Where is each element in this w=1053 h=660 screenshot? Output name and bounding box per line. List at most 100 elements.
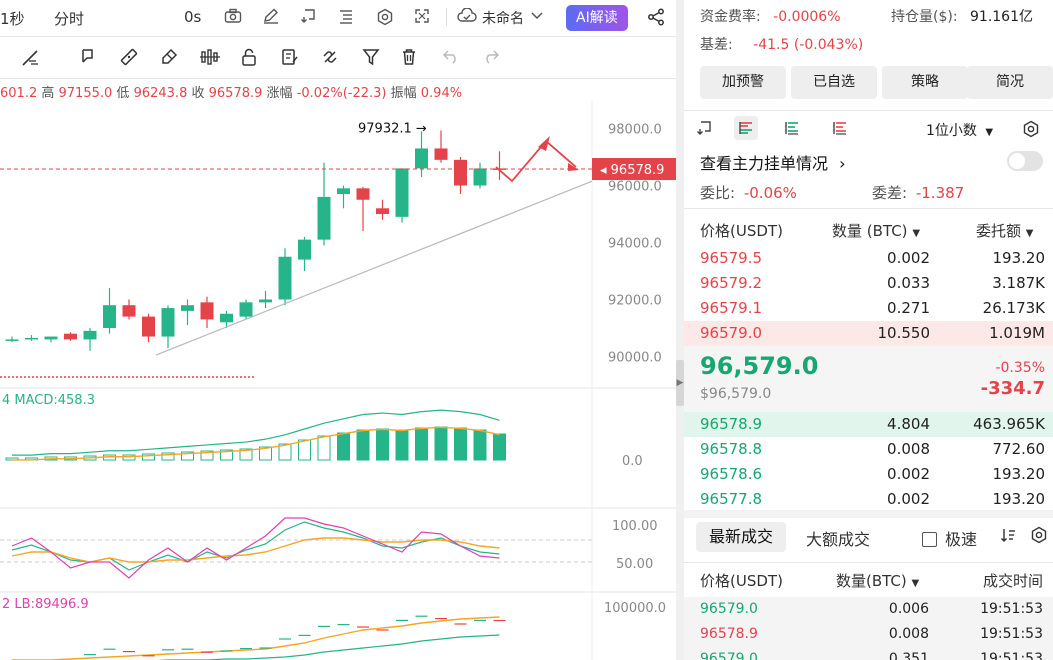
- funding-label: 资金费率:: [700, 9, 761, 25]
- ohlc-change-label: 涨幅: [266, 86, 293, 101]
- trade-time: 19:51:53: [980, 601, 1043, 617]
- orderbook-price: 96578.6: [700, 465, 763, 483]
- candle-body: [25, 337, 38, 340]
- orderbook-both-icon[interactable]: [734, 116, 758, 140]
- precision-select[interactable]: 1位小数 ▼: [926, 120, 993, 140]
- settings-icon[interactable]: [376, 8, 394, 30]
- orderbook-price: 96579.1: [700, 299, 763, 317]
- candle-body: [278, 256, 292, 300]
- redo-icon[interactable]: [482, 48, 500, 68]
- tab-latest-trades[interactable]: 最新成交: [696, 522, 786, 552]
- strategy-button[interactable]: 策略: [882, 66, 968, 99]
- orderbook-qty: 0.002: [887, 249, 930, 267]
- projection-arrowhead: [538, 136, 550, 152]
- orderbook-bids-icon[interactable]: [784, 120, 800, 140]
- depth-toggle[interactable]: [1007, 151, 1043, 171]
- filter-icon[interactable]: [362, 48, 380, 70]
- depth-link[interactable]: 查看主力挂单情况 ›: [700, 150, 1043, 174]
- share-icon[interactable]: [647, 8, 665, 30]
- add-alert-button[interactable]: 加预警: [700, 66, 786, 99]
- replay-icon[interactable]: [300, 8, 316, 28]
- chevron-down-icon[interactable]: [530, 8, 544, 26]
- note-edit-icon[interactable]: [281, 48, 299, 70]
- divider: [684, 562, 1053, 563]
- brush-tool-icon[interactable]: [160, 48, 178, 70]
- macd-axis-label: 0.0: [622, 454, 643, 469]
- orderbook-price: 96579.2: [700, 274, 763, 292]
- watchlist-button[interactable]: 已自选: [791, 66, 877, 99]
- layout-name[interactable]: 未命名: [482, 11, 524, 27]
- trade-col-time: 成交时间: [982, 572, 1043, 590]
- candle-body: [44, 336, 58, 340]
- orderbook-row[interactable]: 96579.5 0.002 193.20: [684, 246, 1053, 271]
- macd-bar: [493, 433, 506, 461]
- ratio-label: 委比:: [700, 184, 736, 202]
- ruler-tool-icon[interactable]: [120, 48, 138, 70]
- annotation-tool-icon[interactable]: [80, 48, 98, 70]
- macd-bar: [298, 439, 311, 461]
- orderbook-qty: 0.002: [887, 490, 930, 508]
- orderbook-total: 3.187K: [992, 274, 1045, 292]
- orderbook-total: 463.965K: [973, 415, 1045, 433]
- overview-button[interactable]: 简况: [967, 66, 1053, 99]
- basis-value: -41.5 (-0.043%): [753, 37, 864, 53]
- price-tick-label: 92000.0: [608, 294, 662, 309]
- edit-icon[interactable]: [262, 8, 280, 28]
- orderbook-row[interactable]: 96578.6 0.002 193.20: [684, 462, 1053, 487]
- orderbook-row[interactable]: 96577.8 0.002 193.20: [684, 487, 1053, 512]
- orderbook-row[interactable]: 96579.0 10.550 1.019M: [684, 321, 1053, 346]
- fullscreen-icon[interactable]: [414, 8, 430, 28]
- orderbook-row[interactable]: 96578.9 4.804 463.965K: [684, 412, 1053, 437]
- settings-icon[interactable]: [1022, 120, 1040, 142]
- orderbook-row[interactable]: 96579.2 0.033 3.187K: [684, 271, 1053, 296]
- orderbook-row[interactable]: 96579.1 0.271 26.173K: [684, 296, 1053, 321]
- fast-mode-toggle[interactable]: 极速: [922, 526, 977, 550]
- ohlc-amp: 0.94%: [420, 86, 463, 101]
- orderbook-asks-icon[interactable]: [832, 120, 848, 140]
- panel-splitter[interactable]: ▶: [676, 0, 684, 660]
- camera-icon[interactable]: [224, 8, 242, 28]
- settings-icon[interactable]: [1030, 526, 1048, 548]
- orderbook-total: 772.60: [992, 440, 1046, 458]
- trade-time: 19:51:53: [980, 626, 1043, 642]
- ohlc-low: 96243.8: [133, 86, 188, 101]
- macd-bar: [415, 427, 428, 461]
- interval-timeshare[interactable]: 分时: [54, 10, 85, 28]
- macd-bar: [239, 448, 253, 461]
- interval-1s[interactable]: 1秒: [0, 10, 25, 28]
- macd-bar: [473, 429, 487, 461]
- boll-mid-line: [156, 634, 500, 660]
- col-qty-header[interactable]: 数量 (BTC) ▼: [832, 220, 920, 241]
- sort-icon[interactable]: [1000, 527, 1016, 547]
- macd-bar: [317, 435, 331, 461]
- candlestick-chart[interactable]: 98000.0 96000.0 94000.0 92000.0 90000.0 ◂ 965…: [0, 100, 676, 660]
- macd-dea-line: [12, 426, 500, 461]
- tab-large-trades[interactable]: 大额成交: [806, 530, 871, 549]
- return-icon[interactable]: [696, 120, 712, 140]
- indicators-icon[interactable]: [338, 8, 354, 28]
- magnet-icon[interactable]: [321, 48, 339, 70]
- price-tick-label: 98000.0: [608, 123, 662, 138]
- kdj-k-line: [11, 521, 500, 571]
- trendline-drawing: [155, 180, 593, 356]
- trade-col-qty[interactable]: 数量(BTC) ▼: [836, 570, 919, 591]
- last-price-tag: [592, 158, 676, 181]
- pattern-tool-icon[interactable]: [200, 48, 220, 70]
- orderbook-row[interactable]: 96578.8 0.008 772.60: [684, 437, 1053, 462]
- high-annotation: 97932.1 →: [358, 121, 427, 136]
- cloud-check-icon[interactable]: [457, 7, 477, 28]
- candle-body: [142, 316, 155, 337]
- undo-icon[interactable]: [442, 48, 460, 68]
- boll-axis-label: 100000.0: [604, 601, 666, 616]
- fast-mode-checkbox[interactable]: [922, 532, 937, 547]
- trash-icon[interactable]: [401, 48, 417, 70]
- ai-interpret-button[interactable]: AI解读: [566, 5, 628, 31]
- price-tick-label: 90000.0: [608, 351, 662, 366]
- trendline-tool-icon[interactable]: [20, 48, 40, 72]
- candle-body: [103, 305, 116, 328]
- col-total-header[interactable]: 委托额 ▼: [976, 220, 1034, 241]
- ohlc-open: 601.2: [0, 86, 38, 101]
- diff-label: 委差:: [872, 184, 908, 202]
- collapse-handle[interactable]: ▶: [676, 360, 684, 406]
- lock-icon[interactable]: [241, 48, 257, 70]
